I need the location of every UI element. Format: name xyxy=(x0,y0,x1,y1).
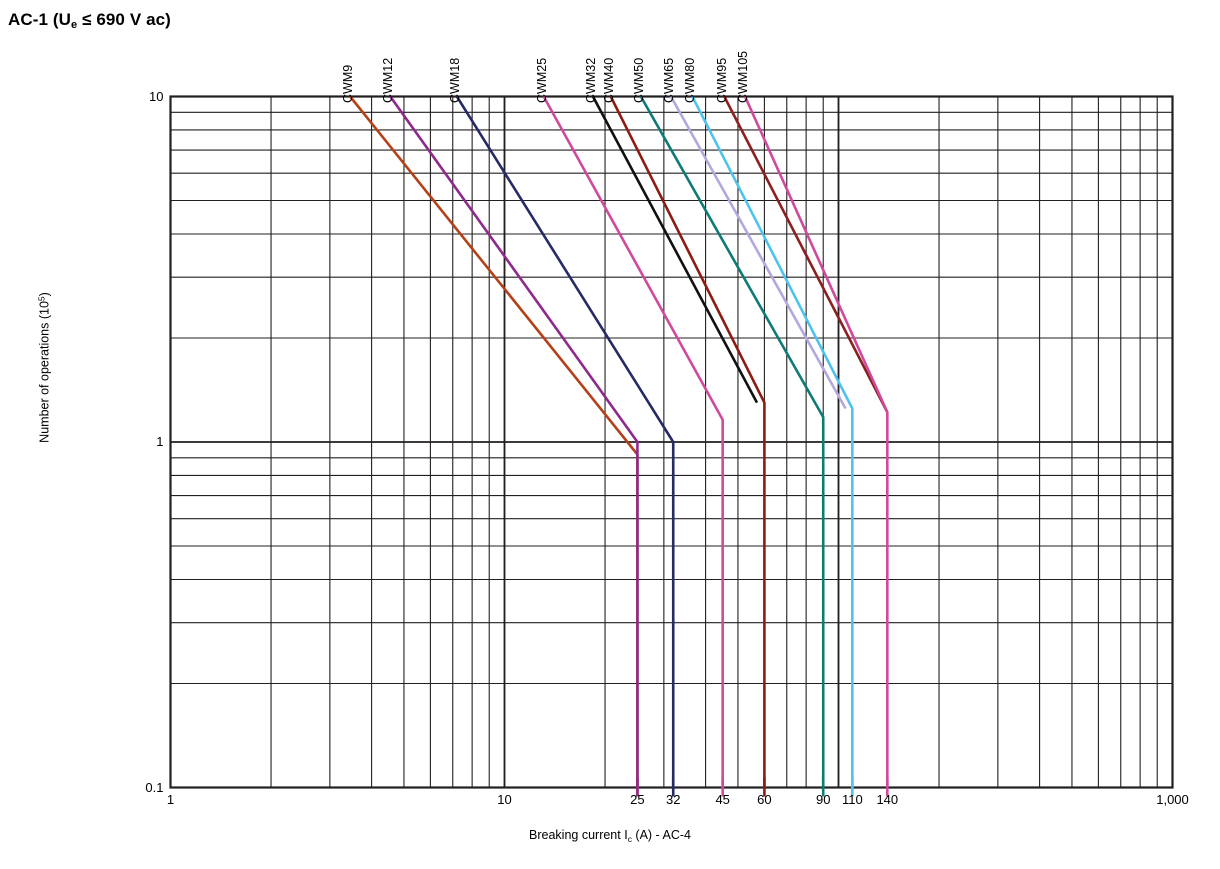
curve-label-cwm32: CWM32 xyxy=(583,57,598,103)
x-axis-title-sub: c xyxy=(627,834,632,844)
curve-cwm18 xyxy=(455,95,675,788)
curve-cwm25 xyxy=(542,95,724,788)
x-tick-110: 110 xyxy=(841,792,863,807)
x-tick-140: 140 xyxy=(876,792,899,807)
curve-label-cwm50: CWM50 xyxy=(631,57,646,103)
x-axis-title-end: (A) - AC-4 xyxy=(631,828,691,842)
curve-label-cwm18: CWM18 xyxy=(447,57,462,103)
chart-title: AC-1 (Ue ≤ 690 V ac) xyxy=(8,10,171,31)
x-tick-45: 45 xyxy=(715,792,730,807)
curve-label-cwm12: CWM12 xyxy=(381,57,396,103)
curve-cwm80 xyxy=(691,95,854,788)
y-tick-01: 0.1 xyxy=(145,779,164,795)
curve-cwm32 xyxy=(591,95,759,404)
grid-lines xyxy=(169,95,1174,789)
curve-cwm65 xyxy=(669,95,847,410)
curve-label-cwm95: CWM95 xyxy=(715,57,730,103)
x-tick-1000: 1,000 xyxy=(1156,792,1189,807)
curve-label-cwm80: CWM80 xyxy=(683,57,698,103)
curve-label-cwm25: CWM25 xyxy=(534,57,549,103)
colored-ticks xyxy=(636,777,889,797)
x-axis-title-main: Breaking current I xyxy=(529,828,628,842)
curve-lines xyxy=(349,95,889,788)
y-tick-10: 10 xyxy=(149,88,164,104)
curve-label-cwm9: CWM9 xyxy=(341,64,356,103)
y-tick-1: 1 xyxy=(156,434,164,449)
chart-title-prefix: AC-1 (U xyxy=(8,10,72,29)
x-tick-25: 25 xyxy=(630,792,645,807)
curve-cwm12 xyxy=(389,95,639,788)
curve-label-cwm65: CWM65 xyxy=(661,57,676,103)
x-axis-title: Breaking current Ic (A) - AC-4 xyxy=(0,828,1220,844)
curve-cwm95 xyxy=(723,95,889,413)
chart-title-suffix: 690 V ac) xyxy=(96,10,171,29)
x-tick-60: 60 xyxy=(757,792,772,807)
curve-cwm50 xyxy=(639,95,825,788)
x-tick-1: 1 xyxy=(166,792,175,807)
x-tick-10: 10 xyxy=(497,792,512,807)
chart-title-sub: e xyxy=(71,19,78,31)
curve-label-cwm40: CWM40 xyxy=(601,57,616,103)
x-tick-90: 90 xyxy=(815,792,831,807)
curve-cwm40 xyxy=(609,95,766,788)
chart-title-le: ≤ xyxy=(77,10,97,29)
x-tick-32: 32 xyxy=(665,792,681,807)
curve-cwm105 xyxy=(743,95,889,788)
curve-label-cwm105: CWM105 xyxy=(736,50,751,103)
